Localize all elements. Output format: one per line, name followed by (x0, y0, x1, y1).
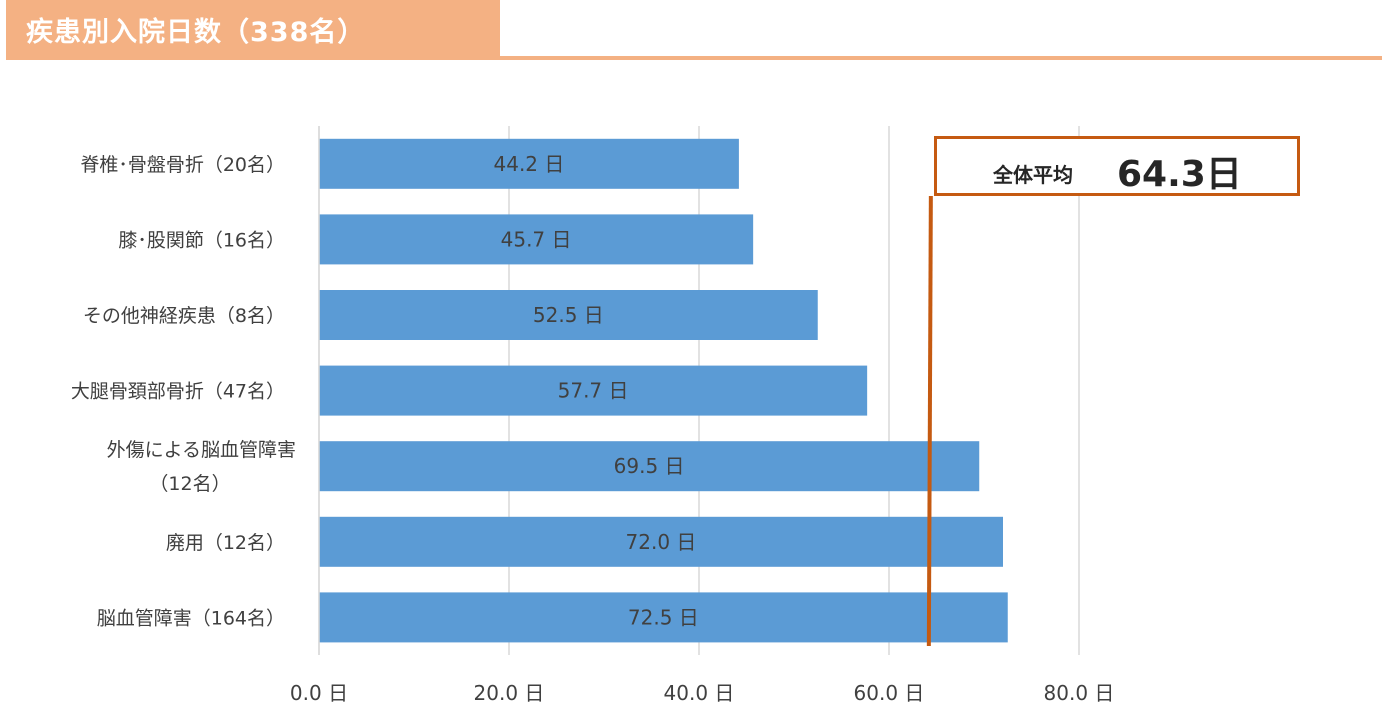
category-label: 脊椎･骨盤骨折（20名） (80, 154, 285, 176)
bar (319, 441, 980, 492)
x-tick-label: 20.0 日 (474, 681, 545, 705)
bar (319, 138, 739, 189)
average-value: 64.3日 (1117, 154, 1242, 195)
category-label: 膝･股関節（16名） (118, 229, 285, 251)
chart-title: 疾患別入院日数（338名） (26, 17, 366, 48)
bar (319, 365, 868, 416)
x-tick-label: 80.0 日 (1044, 681, 1115, 705)
bar (319, 290, 818, 340)
bar-data-label: 72.0 日 (626, 530, 697, 554)
bar-data-label: 45.7 日 (501, 227, 572, 251)
title-underline (500, 56, 1382, 60)
bar (319, 516, 1003, 567)
title-banner: 疾患別入院日数（338名） (6, 0, 500, 60)
bar-data-label: 72.5 日 (628, 605, 699, 629)
average-line (926, 195, 933, 647)
bar-data-label: 69.5 日 (614, 454, 685, 478)
category-label: 廃用（12名） (166, 532, 285, 554)
bar-data-label: 44.2 日 (494, 152, 565, 176)
category-label: 脳血管障害（164名） (97, 607, 285, 629)
x-tick-label: 0.0 日 (290, 681, 348, 705)
average-label: 全体平均 (993, 163, 1073, 187)
category-label: 外傷による脳血管障害 (107, 439, 296, 461)
bar-data-label: 52.5 日 (533, 303, 604, 327)
category-label: 大腿骨頚部骨折（47名） (71, 381, 285, 403)
bar-data-label: 57.7 日 (558, 379, 629, 403)
bar (319, 592, 1008, 643)
x-tick-label: 60.0 日 (854, 681, 925, 705)
bar (319, 214, 754, 265)
category-label: （12名） (149, 473, 230, 495)
average-callout: 全体平均 64.3日 (934, 136, 1300, 196)
category-label: その他神経疾患（8名） (83, 305, 285, 327)
x-tick-label: 40.0 日 (664, 681, 735, 705)
